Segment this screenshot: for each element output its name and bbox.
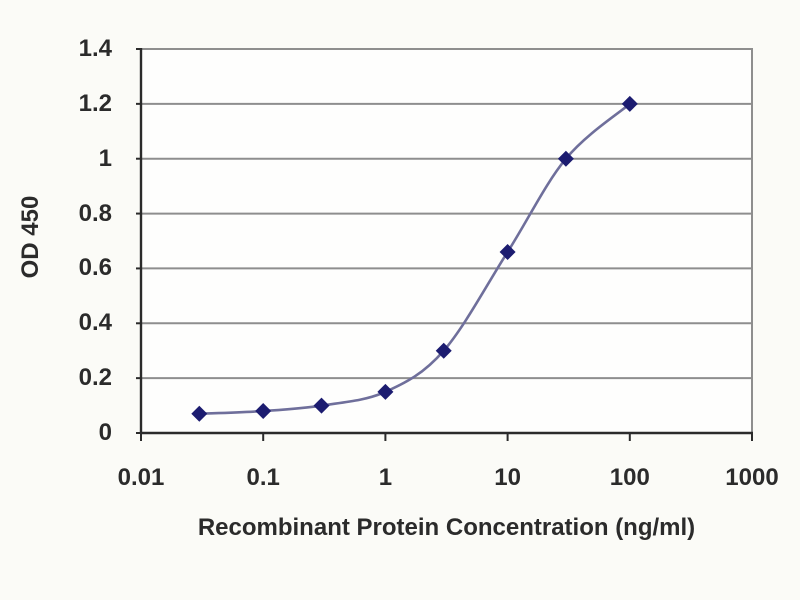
data-point-marker [499,243,516,260]
y-tick-label: 0 [98,419,112,446]
x-tick-label: 0.1 [246,464,280,491]
data-point-marker [435,342,452,359]
y-tick-label: 1.2 [78,89,112,117]
plot-background [141,49,752,433]
x-tick-label: 10 [494,464,521,491]
y-tick-label: 0.6 [78,254,112,282]
y-axis-label: OD 450 [17,195,44,279]
data-point-marker [621,95,638,112]
x-tick-label: 0.01 [117,464,165,491]
x-tick-label: 1 [378,464,393,491]
y-tick-label: 0.8 [78,199,112,227]
x-tick-label: 1000 [725,464,779,491]
data-point-marker [255,403,272,420]
y-tick-label: 1 [98,144,112,172]
x-axis-label: Recombinant Protein Concentration (ng/ml… [197,514,696,541]
y-tick-label: 0.2 [78,364,112,392]
data-point-marker [377,383,394,400]
data-point-marker [313,397,330,414]
x-tick-label: 100 [609,464,650,491]
plot-frame [141,48,753,433]
y-tick-label: 0.4 [78,309,112,337]
data-point-marker [191,405,208,422]
y-tick-label: 1.4 [78,35,112,62]
data-point-marker [557,150,574,167]
